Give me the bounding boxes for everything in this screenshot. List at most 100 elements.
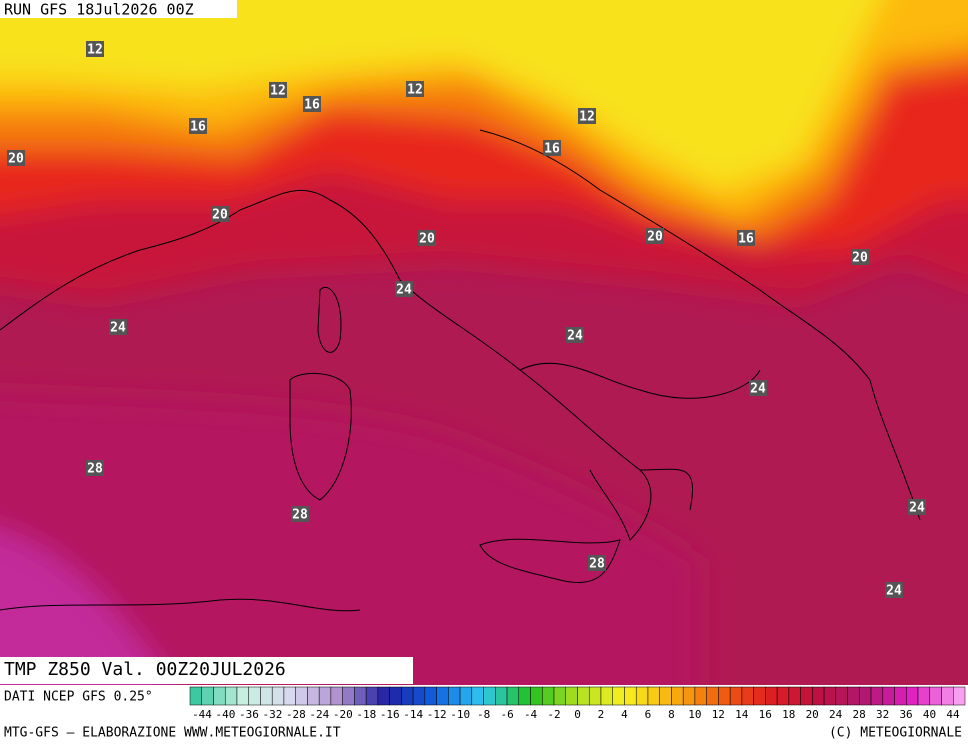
colorbar-label: 14 bbox=[735, 708, 749, 721]
colorbar-swatch bbox=[389, 686, 402, 706]
colorbar-swatch bbox=[236, 686, 249, 706]
contour-label: 20 bbox=[419, 232, 435, 247]
colorbar-swatch bbox=[342, 686, 355, 706]
colorbar-swatch bbox=[483, 686, 496, 706]
colorbar-swatch bbox=[682, 686, 696, 706]
contour-label-box bbox=[303, 96, 321, 112]
contour-labels: 12 12 12 12 16 16 16 16 20 20 20 20 20 24 24 24 24 24 24 28… bbox=[7, 41, 926, 599]
temperature-field bbox=[0, 0, 968, 685]
colorbar-swatch bbox=[835, 686, 848, 706]
contour-label: 28 bbox=[87, 462, 103, 477]
footer-right: (C) METEOGIORNALE bbox=[829, 726, 962, 741]
colorbar-swatch bbox=[694, 686, 707, 706]
colorbar-swatch bbox=[260, 686, 273, 706]
colorbar-label: 18 bbox=[782, 708, 795, 721]
colorbar-swatch bbox=[859, 686, 872, 706]
colorbar-label: -20 bbox=[333, 708, 353, 721]
contour-label: 16 bbox=[738, 232, 754, 247]
colorbar-label: 32 bbox=[876, 708, 889, 721]
colorbar: -44 -40 -36 -32 -28 -24 -20 -18 -16 -14 -12 -10 -8 -6… bbox=[189, 686, 966, 721]
colorbar-swatch bbox=[495, 686, 508, 706]
colorbar-swatch bbox=[706, 686, 719, 706]
colorbar-label: 2 bbox=[598, 708, 605, 721]
colorbar-swatch bbox=[424, 686, 437, 706]
colorbar-label: 44 bbox=[946, 708, 960, 721]
contour-label: 16 bbox=[190, 120, 206, 135]
colorbar-swatch bbox=[741, 686, 754, 706]
colorbar-swatch bbox=[412, 686, 426, 706]
contour-label-box bbox=[588, 555, 606, 571]
colorbar-swatch bbox=[530, 686, 543, 706]
colorbar-swatch bbox=[283, 686, 296, 706]
contour-label: 20 bbox=[212, 208, 228, 223]
colorbar-label: -28 bbox=[286, 708, 306, 721]
colorbar-swatch bbox=[565, 686, 578, 706]
colorbar-swatch bbox=[906, 686, 919, 706]
colorbar-label: -40 bbox=[216, 708, 236, 721]
colorbar-swatch bbox=[729, 686, 743, 706]
field-label-box bbox=[0, 657, 413, 684]
run-title: RUN GFS 18Jul2026 00Z bbox=[4, 1, 194, 19]
colorbar-swatch bbox=[718, 686, 731, 706]
contour-label: 24 bbox=[909, 501, 925, 516]
colorbar-swatch bbox=[917, 686, 931, 706]
colorbar-swatch bbox=[659, 686, 672, 706]
title-box bbox=[0, 0, 237, 18]
colorbar-label: -4 bbox=[524, 708, 538, 721]
contour-label: 12 bbox=[407, 83, 423, 98]
colorbar-swatch bbox=[518, 686, 531, 706]
colorbar-label: 16 bbox=[759, 708, 772, 721]
colorbar-swatch bbox=[671, 686, 684, 706]
colorbar-swatch bbox=[201, 686, 214, 706]
colorbar-swatch bbox=[882, 686, 895, 706]
colorbar-swatch bbox=[847, 686, 860, 706]
colorbar-swatch bbox=[776, 686, 790, 706]
colorbar-swatch bbox=[436, 686, 449, 706]
contour-label-box bbox=[737, 230, 755, 246]
contour-label-box bbox=[543, 140, 561, 156]
contour-label-box bbox=[418, 230, 436, 246]
colorbar-label: 4 bbox=[621, 708, 628, 721]
colorbar-swatch bbox=[800, 686, 813, 706]
colorbar-swatch bbox=[471, 686, 484, 706]
colorbar-swatch bbox=[588, 686, 602, 706]
colorbar-label: -16 bbox=[380, 708, 400, 721]
contour-label-box bbox=[406, 81, 424, 97]
colorbar-swatch bbox=[577, 686, 590, 706]
contour-label: 12 bbox=[270, 84, 286, 99]
colorbar-label: 24 bbox=[829, 708, 843, 721]
contour-label: 28 bbox=[589, 557, 605, 572]
colorbar-swatch bbox=[248, 686, 261, 706]
contour-label-box bbox=[211, 206, 229, 222]
colorbar-swatch bbox=[953, 686, 966, 706]
contour-label-box bbox=[189, 118, 207, 134]
colorbar-swatch bbox=[448, 686, 461, 706]
contour-label-box bbox=[109, 319, 127, 335]
colorbar-label: 12 bbox=[712, 708, 725, 721]
contour-label-box bbox=[749, 380, 767, 396]
contour-label-box bbox=[885, 582, 903, 598]
colorbar-swatch bbox=[753, 686, 766, 706]
contour-label-box bbox=[86, 41, 104, 57]
colorbar-label: -8 bbox=[477, 708, 490, 721]
colorbar-label: 40 bbox=[923, 708, 936, 721]
data-source: DATI NCEP GFS 0.25° bbox=[4, 690, 153, 705]
contour-label-box bbox=[646, 228, 664, 244]
contour-label-box bbox=[566, 327, 584, 343]
colorbar-swatch bbox=[330, 686, 343, 706]
colorbar-swatch bbox=[812, 686, 825, 706]
colorbar-swatch bbox=[823, 686, 837, 706]
colorbar-swatch bbox=[870, 686, 884, 706]
colorbar-swatch bbox=[365, 686, 379, 706]
colorbar-label: 20 bbox=[806, 708, 819, 721]
colorbar-swatch bbox=[354, 686, 367, 706]
colorbar-swatch bbox=[624, 686, 637, 706]
contour-label: 20 bbox=[647, 230, 663, 245]
contour-label-box bbox=[395, 281, 413, 297]
colorbar-label: -14 bbox=[403, 708, 423, 721]
colorbar-swatch bbox=[318, 686, 332, 706]
contour-label: 24 bbox=[750, 382, 766, 397]
colorbar-swatch bbox=[189, 686, 202, 706]
contour-label: 24 bbox=[110, 321, 126, 336]
contour-label: 24 bbox=[567, 329, 583, 344]
